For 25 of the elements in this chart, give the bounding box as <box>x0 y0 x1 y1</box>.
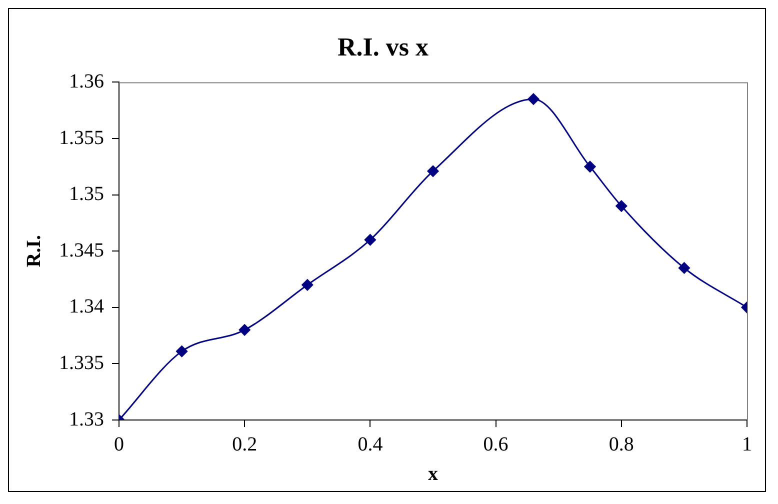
y-tick-label: 1.355 <box>59 126 104 149</box>
x-tick-label: 0.4 <box>358 433 383 456</box>
point <box>302 279 314 291</box>
y-tick-label: 1.34 <box>69 296 104 318</box>
point <box>176 346 188 358</box>
x-axis-title: x <box>428 463 438 486</box>
x-tick-label: 0.2 <box>232 433 258 456</box>
chart-title: R.I. vs x <box>337 32 429 62</box>
y-tick-label: 1.36 <box>69 70 104 92</box>
x-tick-label: 0.6 <box>483 433 508 456</box>
x-tick-label: 0.8 <box>608 433 634 456</box>
x-tick-label: 0 <box>114 433 124 456</box>
x-tick-label: 1 <box>742 433 752 456</box>
point <box>238 324 250 336</box>
point <box>584 160 596 172</box>
y-tick-label: 1.33 <box>69 408 104 430</box>
point <box>616 200 628 212</box>
point <box>364 234 376 246</box>
point <box>678 262 690 274</box>
y-tick-label: 1.335 <box>59 352 104 374</box>
point <box>427 165 439 177</box>
y-tick-label: 1.345 <box>59 239 104 262</box>
y-axis-title: R.I. <box>23 234 46 268</box>
y-tick-label: 1.35 <box>69 183 104 206</box>
point <box>528 93 540 105</box>
